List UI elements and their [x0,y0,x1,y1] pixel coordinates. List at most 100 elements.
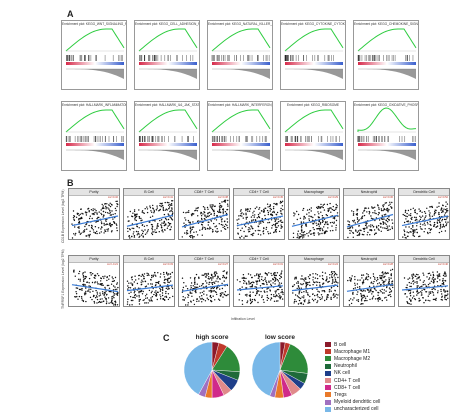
data-point [302,234,304,236]
legend-item: Macrophage M1 [325,348,380,355]
data-point [352,288,355,290]
data-point [325,279,327,282]
data-point [322,229,324,232]
data-point [253,232,255,234]
data-point [377,225,380,227]
data-point [192,299,195,301]
data-point [149,216,152,218]
data-point [435,209,437,212]
data-point [403,214,406,217]
data-point [182,299,184,301]
data-point [279,277,281,280]
data-point [274,274,276,276]
data-point [84,225,86,228]
data-point [384,273,386,275]
data-point [335,219,338,222]
data-point [323,232,326,235]
data-point [418,208,420,210]
pie-slice [279,369,301,396]
data-point [411,278,414,280]
data-point [205,276,207,278]
data-point [236,219,238,221]
data-point [440,209,442,211]
data-point [203,211,205,213]
pie-slice [279,369,309,384]
data-point [156,227,158,230]
data-point [168,281,170,284]
data-point [416,228,418,231]
data-point [406,296,408,298]
enrichment-score-curve [357,28,417,52]
data-point [209,226,211,228]
data-point [205,280,207,282]
data-point [282,291,284,294]
data-point [321,206,323,208]
data-point [192,237,194,239]
data-point [222,276,224,279]
data-point [212,290,214,292]
data-point [270,272,272,275]
data-point [170,209,172,212]
data-point [140,275,142,277]
data-point [127,285,129,287]
data-point [354,287,356,289]
data-point [206,215,208,217]
data-point [260,210,263,212]
rank-color-strip [139,143,197,146]
data-point [104,296,106,298]
data-point [190,229,192,231]
data-point [112,278,114,280]
data-point [434,278,436,280]
data-point [307,276,310,278]
data-point [128,286,130,289]
data-point [408,289,411,292]
data-point [144,280,146,282]
data-point [327,227,329,229]
data-point [72,217,75,219]
data-point [447,221,449,223]
data-point [188,294,190,297]
data-point [391,227,394,230]
data-point [134,290,136,293]
data-point [421,211,423,213]
data-point [413,235,416,237]
data-point [350,230,352,232]
data-point [292,292,294,294]
data-point [167,225,169,227]
data-point [247,210,249,212]
data-point [307,283,309,286]
data-point [270,208,272,211]
data-point [241,286,243,288]
data-point [365,222,367,224]
data-point [150,210,152,212]
data-point [80,296,83,298]
legend-label: Neutrophil [334,363,357,370]
data-point [136,295,138,297]
data-point [380,277,383,280]
data-point [171,219,174,221]
data-point [105,230,107,233]
correlation-stat: cor=0.28 [382,263,393,266]
data-point [155,295,157,297]
rank-color-strip [285,143,343,146]
data-point [132,299,134,302]
pie-slice [279,343,309,374]
data-point [140,284,142,286]
data-point [418,300,420,302]
data-point [356,210,358,212]
data-point [133,281,135,283]
data-point [412,276,414,279]
data-point [204,300,207,302]
data-point [304,234,306,236]
data-point [88,211,90,213]
data-point [436,226,438,228]
data-point [371,206,373,208]
data-point [407,220,409,222]
data-point [279,296,281,299]
data-point [264,217,267,220]
data-point [317,290,319,292]
data-point [439,227,441,230]
data-point [78,270,81,273]
data-point [223,225,226,228]
data-point [134,215,136,217]
